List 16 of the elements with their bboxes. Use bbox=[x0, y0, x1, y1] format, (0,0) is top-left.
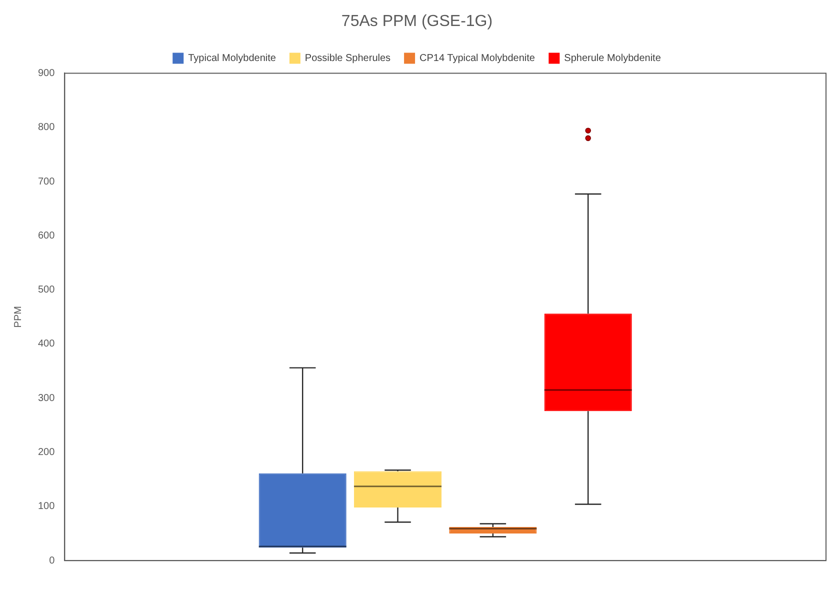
legend-label: Spherule Molybdenite bbox=[564, 52, 662, 64]
chart-title: 75As PPM (GSE-1G) bbox=[341, 13, 493, 30]
y-tick-label: 600 bbox=[38, 230, 56, 242]
y-tick-label: 300 bbox=[38, 392, 56, 404]
y-axis-title: PPM bbox=[12, 306, 24, 328]
legend-label: Possible Spherules bbox=[304, 52, 391, 64]
y-tick-label: 900 bbox=[38, 68, 56, 79]
y-tick-label: 800 bbox=[38, 122, 56, 134]
y-tick-label: 200 bbox=[38, 447, 56, 458]
y-tick-label: 0 bbox=[49, 555, 56, 566]
y-tick-label: 400 bbox=[38, 338, 56, 350]
y-tick-label: 500 bbox=[38, 284, 56, 296]
legend-label: CP14 Typical Molybdenite bbox=[420, 52, 536, 64]
y-tick-label: 100 bbox=[38, 501, 56, 512]
legend-label: Typical Molybdenite bbox=[188, 52, 276, 64]
y-tick-label: 700 bbox=[38, 176, 56, 188]
